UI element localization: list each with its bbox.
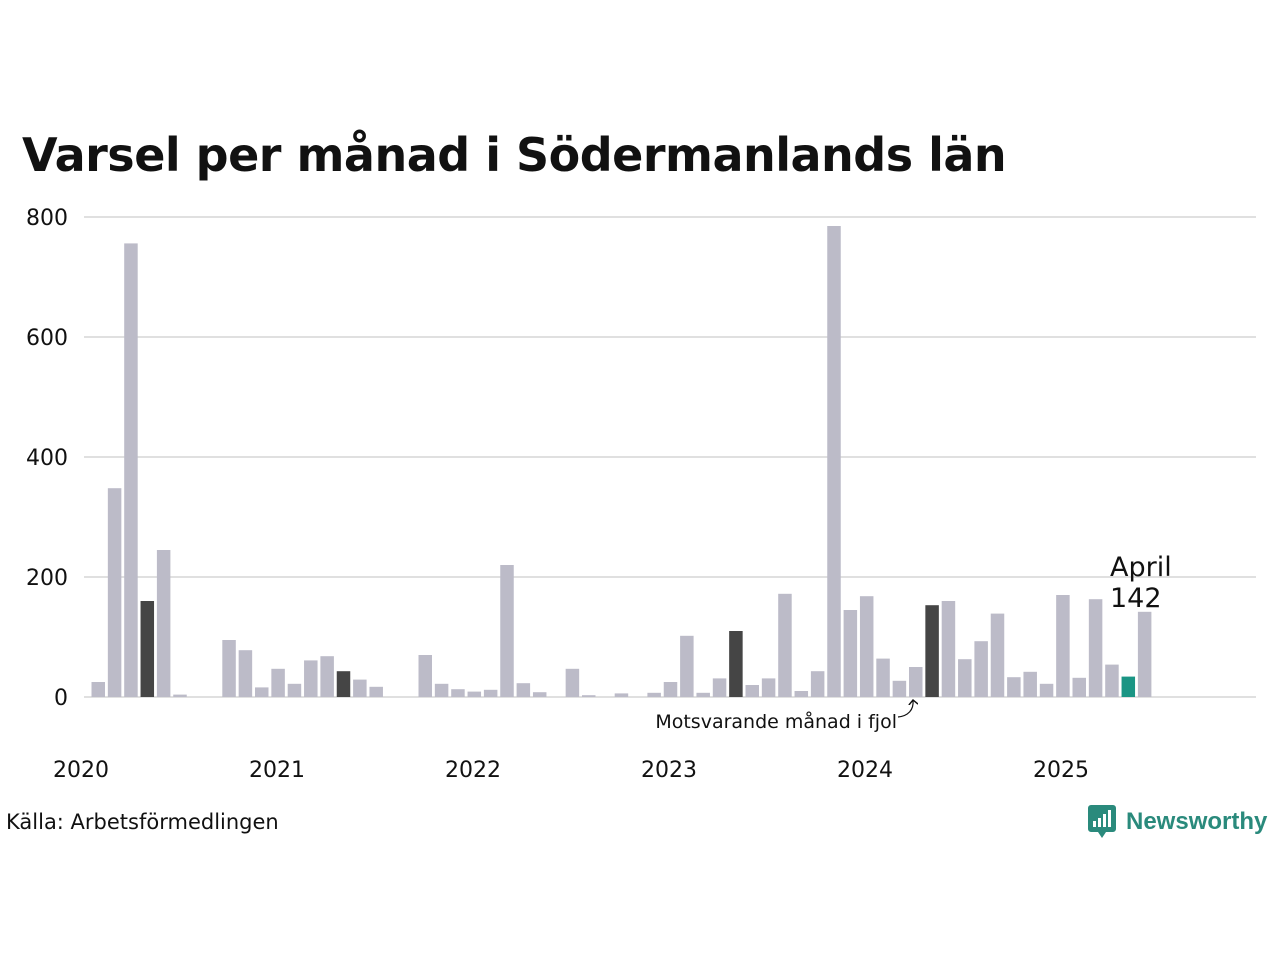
chart-title: Varsel per månad i Södermanlands län: [22, 128, 1007, 182]
bar: [680, 635, 694, 697]
newsworthy-logo-icon: [1088, 805, 1116, 838]
annotations: April 142 Motsvarande månad i fjol: [655, 552, 1171, 733]
bar: [745, 685, 759, 697]
bar: [647, 692, 661, 697]
source-note: Källa: Arbetsförmedlingen: [6, 810, 279, 834]
x-tick-label: 2021: [249, 758, 305, 783]
previous-year-arrow: [897, 700, 913, 718]
bar: [173, 694, 187, 697]
bar: [500, 565, 514, 697]
y-axis-tick-labels: 0 200 400 600 800: [26, 206, 68, 711]
bar: [843, 610, 858, 697]
bar: [91, 682, 105, 697]
bar-current-month: [1121, 676, 1136, 697]
bar: [582, 695, 596, 697]
bar-chart: 0 200 400 600 800 2020 2021 2022 2023 2024 2025 A…: [26, 206, 1256, 783]
current-month-value: 142: [1110, 583, 1162, 614]
bar: [451, 689, 465, 697]
bar: [140, 601, 155, 697]
bar: [909, 667, 923, 697]
bar: [712, 678, 727, 697]
bar: [794, 691, 809, 697]
x-tick-label: 2022: [445, 758, 501, 783]
bar: [320, 656, 334, 697]
bar: [1105, 664, 1119, 697]
bars: [91, 226, 1152, 697]
newsworthy-logo: Newsworthy: [1088, 805, 1267, 839]
bar: [1007, 677, 1021, 697]
bar: [663, 682, 678, 697]
bar: [222, 640, 236, 697]
bar: [369, 686, 383, 697]
bar: [1039, 683, 1054, 697]
bar: [516, 683, 531, 697]
bar: [271, 668, 285, 697]
bar: [614, 693, 629, 697]
x-axis-tick-labels: 2020 2021 2022 2023 2024 2025: [53, 758, 1089, 783]
bar: [810, 671, 825, 697]
bar: [304, 660, 318, 697]
bar: [418, 655, 432, 697]
x-tick-label: 2024: [837, 758, 893, 783]
bar: [1056, 595, 1070, 697]
bar: [941, 601, 956, 697]
bar: [467, 691, 482, 697]
bar: [778, 593, 792, 697]
previous-year-note: Motsvarande månad i fjol: [655, 710, 897, 733]
bar: [255, 687, 269, 697]
bar: [124, 243, 138, 697]
bar: [336, 671, 351, 697]
bar: [156, 550, 171, 697]
y-tick-label: 0: [54, 686, 68, 711]
bar: [696, 692, 710, 697]
y-tick-label: 800: [26, 206, 68, 231]
x-tick-label: 2023: [641, 758, 697, 783]
bar: [859, 596, 874, 697]
bar: [876, 658, 890, 697]
x-tick-label: 2020: [53, 758, 109, 783]
bar: [958, 659, 972, 697]
bar: [1023, 671, 1037, 697]
bar: [827, 226, 841, 697]
bar: [892, 680, 907, 697]
y-tick-label: 600: [26, 326, 68, 351]
bar: [532, 692, 547, 697]
bar: [107, 488, 122, 697]
y-tick-label: 200: [26, 566, 68, 591]
bar: [1072, 677, 1086, 697]
bar: [238, 650, 253, 697]
bar: [353, 679, 367, 697]
bar: [565, 668, 580, 697]
bar: [483, 689, 498, 697]
bar: [1137, 611, 1152, 697]
grid-lines: [84, 216, 1256, 698]
brand-name: Newsworthy: [1126, 808, 1268, 835]
bar: [287, 683, 302, 697]
bar: [1088, 599, 1103, 697]
y-tick-label: 400: [26, 446, 68, 471]
bar: [434, 683, 449, 697]
bar: [925, 605, 939, 697]
x-tick-label: 2025: [1033, 758, 1089, 783]
current-month-label: April: [1110, 552, 1172, 583]
bar: [974, 641, 988, 697]
bar: [761, 678, 776, 697]
bar: [729, 631, 743, 697]
bar: [990, 613, 1005, 697]
